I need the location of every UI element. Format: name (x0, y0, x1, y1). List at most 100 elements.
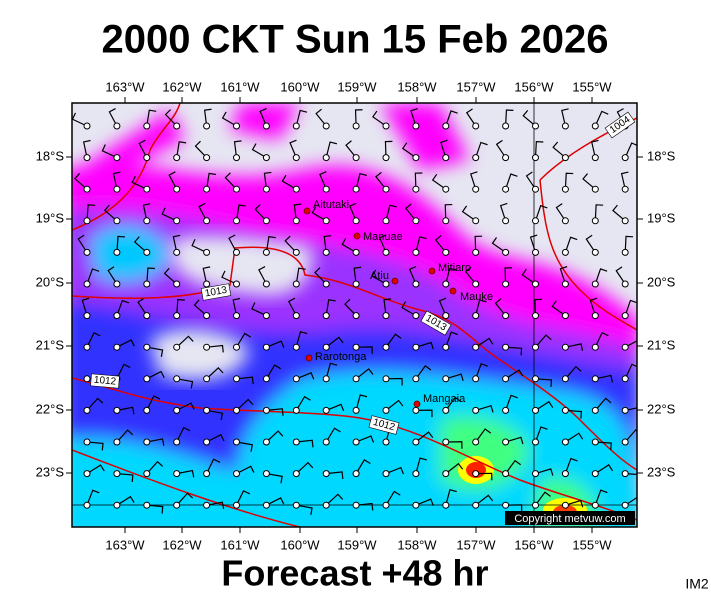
wind-barb (172, 234, 181, 253)
wind-station (472, 122, 480, 130)
wind-barb (146, 109, 157, 127)
wind-barb (535, 491, 551, 506)
wind-station (143, 438, 151, 446)
wind-station (382, 185, 390, 193)
wind-station (143, 375, 151, 383)
wind-station (442, 470, 450, 478)
wind-barb (168, 171, 178, 190)
lat-label: 19°S (36, 210, 65, 225)
wind-station (203, 280, 211, 288)
wind-barb (415, 498, 434, 506)
wind-barb (582, 173, 596, 190)
wind-barb (81, 297, 90, 316)
wind-station (352, 217, 360, 225)
wind-station (322, 248, 330, 256)
wind-barb (236, 398, 254, 411)
wind-station (322, 154, 330, 162)
wind-station (621, 501, 629, 509)
wind-barb (326, 471, 344, 479)
wind-station (322, 280, 330, 288)
wind-station (292, 470, 300, 478)
wind-barb (495, 139, 507, 158)
wind-barb (464, 266, 477, 285)
wind-barb (589, 297, 598, 316)
wind-barb (594, 464, 614, 475)
wind-barb (535, 400, 554, 411)
wind-barb (86, 464, 105, 475)
wind-barb (325, 427, 341, 443)
wind-station (532, 154, 539, 162)
wind-station (352, 375, 360, 383)
wind-station (472, 375, 480, 383)
wind-barb (176, 402, 195, 411)
wind-station (83, 438, 91, 446)
wind-station (83, 248, 91, 256)
wind-barb (434, 235, 447, 253)
wind-barb (624, 142, 637, 158)
wind-station (83, 501, 91, 509)
wind-station (203, 470, 211, 478)
wind-barb (146, 370, 165, 380)
wind-station (113, 122, 121, 130)
wind-station (591, 501, 599, 509)
wind-barb (163, 267, 178, 285)
wind-barb (289, 139, 297, 158)
wind-barb (595, 441, 612, 451)
wind-barb (620, 171, 629, 190)
wind-station (352, 154, 360, 162)
wind-barb (445, 267, 457, 285)
wind-barb (385, 399, 404, 411)
wind-barb (372, 110, 387, 127)
wind-station (292, 312, 300, 320)
wind-barb (176, 469, 195, 478)
wind-barb (325, 403, 345, 412)
place-marker (303, 207, 311, 215)
wind-barb (263, 171, 272, 190)
wind-station (322, 185, 330, 193)
wind-station (322, 406, 330, 414)
wind-barb (415, 431, 434, 443)
wind-barb (624, 299, 637, 316)
place-marker (353, 232, 361, 240)
wind-station (113, 185, 121, 193)
wind-station (412, 470, 420, 478)
wind-barb (206, 409, 224, 421)
wind-station (591, 438, 599, 446)
lon-label: 158°W (397, 79, 437, 94)
wind-barb (265, 364, 281, 380)
wind-station (262, 438, 270, 446)
wind-barb (86, 397, 104, 411)
wind-station (591, 470, 599, 478)
wind-station (262, 312, 270, 320)
wind-barb (314, 267, 327, 285)
wind-barb (624, 429, 637, 443)
wind-barb (356, 502, 374, 511)
wind-station (173, 375, 181, 383)
isobar-label-box (420, 310, 452, 336)
wind-barb (475, 337, 494, 348)
wind-barb (254, 203, 267, 222)
wind-barb (325, 493, 344, 506)
wind-station (502, 280, 510, 288)
wind-barb (371, 269, 387, 285)
wind-barb (494, 298, 507, 316)
wind-barb (534, 140, 544, 158)
place-marker (391, 277, 399, 285)
wind-station (561, 375, 569, 383)
wind-barb (206, 433, 225, 443)
wind-station (203, 375, 211, 383)
wind-barb (224, 172, 237, 190)
wind-station (203, 122, 211, 130)
wind-barb (624, 496, 637, 506)
wind-station (262, 470, 270, 478)
place-name: Manuae (363, 231, 403, 243)
wind-barb (295, 395, 311, 411)
wind-barb (505, 173, 518, 190)
lon-label: 161°W (220, 79, 260, 94)
isobar-label: 1012 (368, 415, 400, 435)
wind-station (83, 470, 91, 478)
wind-barb (355, 368, 374, 380)
wind-station (561, 501, 569, 509)
wind-station (591, 217, 599, 225)
wind-station (442, 154, 450, 162)
